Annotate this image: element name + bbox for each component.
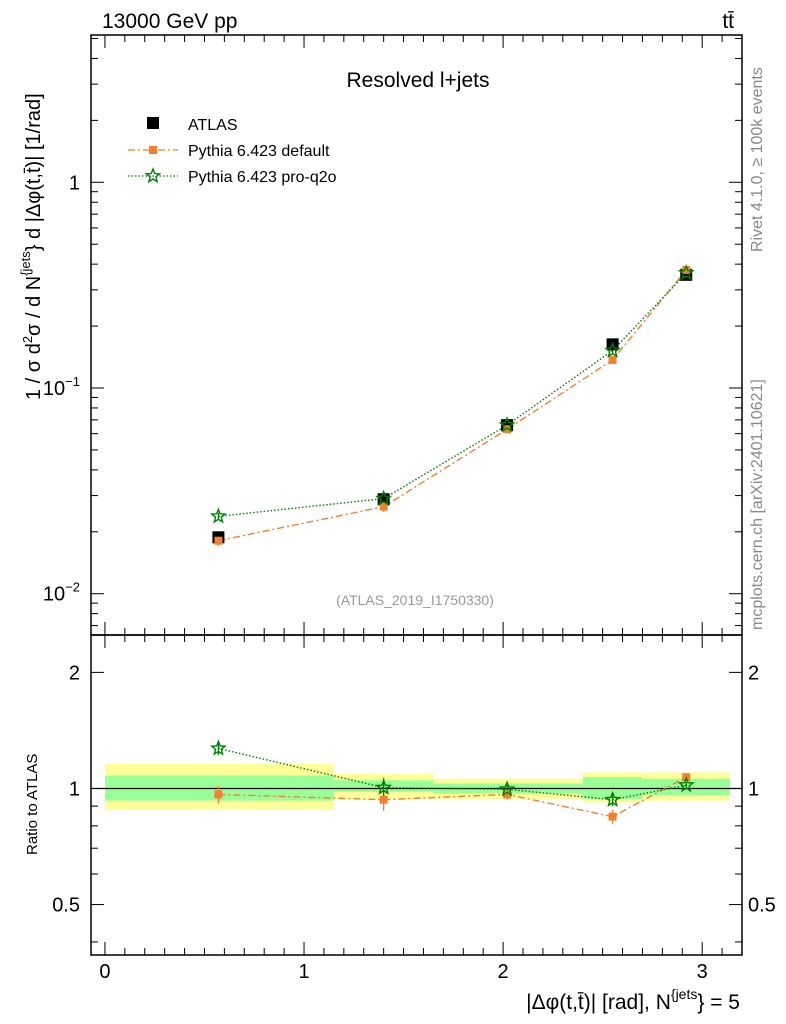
- legend-pythia-proq2o-marker: [144, 167, 162, 184]
- pythia-default-point: [682, 265, 691, 274]
- ratio-pythia-proq2o-point: [677, 776, 695, 793]
- legend-pythia-default-marker: [149, 146, 157, 154]
- y-tick-label: 1: [69, 172, 80, 194]
- ratio-pythia-proq2o-point: [498, 780, 516, 797]
- pythia-proq2o-point: [209, 507, 227, 524]
- legend-entry-pythia-default: Pythia 6.423 default: [128, 143, 330, 160]
- main-panel: 10−2 10−1 1 Resolved l+jets (ATLAS_2019_I1…: [18, 34, 743, 636]
- header-energy-label: 13000 GeV pp: [102, 10, 237, 33]
- ratio-pythia-proq2o-line: [218, 747, 687, 801]
- x-tick-label: 3: [697, 961, 708, 983]
- chart-title: Resolved l+jets: [347, 69, 490, 92]
- legend-entry-pythia-proq2o: Pythia 6.423 pro-q2o: [128, 167, 337, 186]
- x-axis-title-tail: } = 5: [697, 991, 740, 1014]
- pythia-proq2o-point: [375, 489, 393, 506]
- pythia-default-point: [214, 536, 223, 545]
- ratio-y-tick-label-left: 0.5: [52, 895, 80, 917]
- ratio-y-tick-label-right: 1: [748, 778, 759, 800]
- pythia-default-point: [503, 425, 512, 434]
- main-y-axis-title: 1 / σ d2σ / d N{jets} d |Δφ(t,t̄)| [1/ra…: [18, 93, 45, 400]
- legend-entry-atlas: ATLAS: [147, 117, 238, 134]
- mcplots-reference-label: mcplots.cern.ch [arXiv:2401.10621]: [749, 379, 766, 630]
- y-tick-label: 10−2: [43, 580, 80, 606]
- ratio-pythia-default-point: [608, 812, 617, 821]
- ratio-pythia-default-point: [214, 790, 223, 799]
- ratio-pythia-proq2o-point: [375, 778, 393, 795]
- ratio-pythia-proq2o-point: [604, 790, 622, 807]
- legend-atlas-marker: [147, 117, 159, 129]
- ratio-y-tick-label-right: 2: [748, 662, 759, 684]
- pythia-default-point: [379, 502, 388, 511]
- ratio-y-tick-label-left: 1: [69, 778, 80, 800]
- x-tick-label: 2: [498, 961, 509, 983]
- rivet-version-label: Rivet 4.1.0, ≥ 100k events: [749, 67, 766, 252]
- x-tick-label: 0: [99, 961, 110, 983]
- pythia-default-point: [608, 355, 617, 364]
- ratio-y-axis-title: Ratio to ATLAS: [24, 754, 41, 855]
- ratio-y-tick-label-right: 0.5: [748, 895, 776, 917]
- pythia-default-line: [218, 269, 687, 542]
- legend-pythia-proq2o-label: Pythia 6.423 pro-q2o: [188, 169, 337, 186]
- x-axis-title-main: |Δφ(t,t̄)| [rad], N: [526, 991, 671, 1014]
- ratio-panel-frame: [90, 634, 743, 956]
- legend-atlas-label: ATLAS: [188, 117, 238, 134]
- pythia-proq2o-line: [218, 272, 687, 517]
- pythia-proq2o-point: [498, 416, 516, 433]
- ratio-pythia-default-point: [503, 790, 512, 799]
- ratio-panel: 0.5 0.5 1 1 2 2 Ratio to ATLAS: [24, 634, 776, 956]
- legend: ATLAS Pythia 6.423 default Pythia 6.423 …: [128, 117, 337, 186]
- analysis-watermark: (ATLAS_2019_I1750330): [336, 592, 494, 608]
- legend-star-shape: [144, 167, 162, 184]
- x-axis-title-sup: {jets: [671, 986, 697, 1002]
- pythia-proq2o-point: [677, 264, 695, 281]
- x-axis-title: |Δφ(t,t̄)| [rad], N{jets} = 5: [526, 986, 740, 1014]
- ratio-y-tick-label-left: 2: [69, 662, 80, 684]
- y-tick-label: 10−1: [43, 374, 80, 400]
- legend-pythia-default-label: Pythia 6.423 default: [188, 143, 330, 160]
- x-tick-label: 1: [298, 961, 309, 983]
- header-process-label: tt̄: [722, 10, 734, 33]
- ratio-pythia-proq2o-point: [209, 739, 227, 756]
- ratio-pythia-default-point: [379, 795, 388, 804]
- pythia-proq2o-point: [604, 341, 622, 358]
